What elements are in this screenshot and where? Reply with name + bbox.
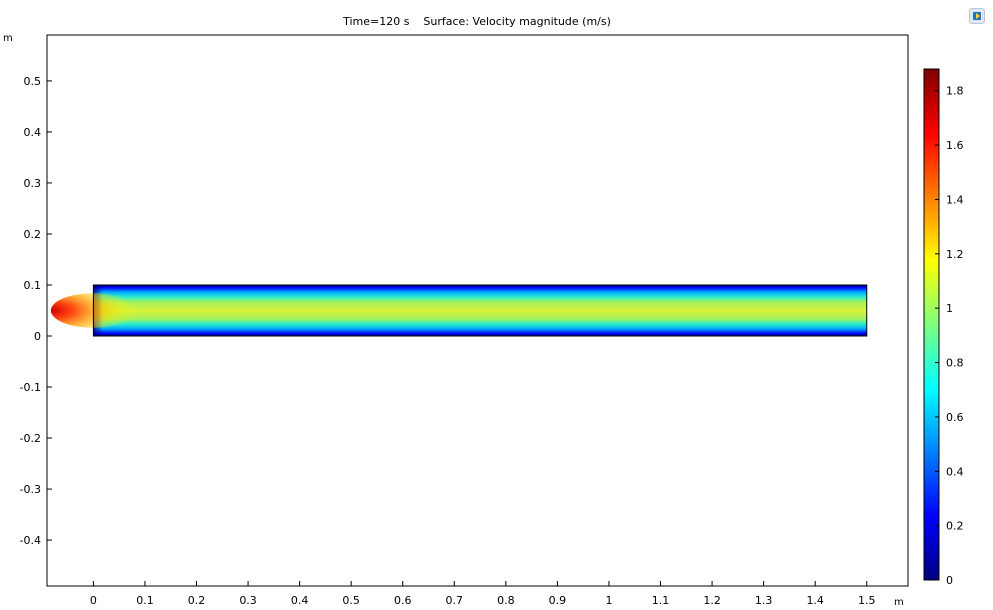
- x-tick-label: 0.8: [497, 594, 515, 607]
- x-tick-label: 1.1: [652, 594, 670, 607]
- y-tick-label: -0.3: [20, 483, 41, 496]
- x-tick-label: 0.5: [342, 594, 360, 607]
- domain-outline: [92, 284, 868, 337]
- x-axis-unit: m: [894, 597, 904, 608]
- x-tick-label: 1.5: [858, 594, 876, 607]
- chart-title: Time=120 s Surface: Velocity magnitude (…: [342, 15, 611, 28]
- x-tick-label: 1.4: [806, 594, 824, 607]
- x-tick-label: 0.4: [291, 594, 309, 607]
- velocity-field: [50, 284, 868, 337]
- y-tick-label: 0.5: [24, 75, 42, 88]
- colorbar-tick-label: 0: [946, 574, 953, 587]
- export-image-icon[interactable]: [969, 8, 985, 24]
- y-axis: 0.5 0.4 0.3 0.2 0.1 0 -0.1 -0.2 -0.3 -0.4: [20, 75, 52, 547]
- x-tick-label: 1.2: [703, 594, 721, 607]
- y-tick-label: -0.2: [20, 432, 41, 445]
- y-tick-label: 0.4: [24, 126, 42, 139]
- plot-frame: [46, 34, 909, 587]
- colorbar-tick-label: 1.8: [946, 85, 964, 98]
- y-tick-label: -0.1: [20, 381, 41, 394]
- x-tick-label: 0.1: [136, 594, 154, 607]
- colorbar-tick-label: 0.2: [946, 520, 964, 533]
- colorbar-tick-label: 1.6: [946, 139, 964, 152]
- y-tick-label: 0: [34, 330, 41, 343]
- x-tick-label: 0.6: [394, 594, 412, 607]
- y-tick-label: -0.4: [20, 534, 41, 547]
- x-tick-label: 0: [90, 594, 97, 607]
- colorbar-tick-label: 1: [946, 302, 953, 315]
- y-axis-unit: m: [3, 33, 13, 44]
- x-tick-label: 1.3: [755, 594, 773, 607]
- colorbar: 1.8 1.6 1.4 1.2 1 0.8 0.6 0.4 0.2 0: [923, 68, 964, 587]
- y-tick-label: 0.3: [24, 177, 42, 190]
- colorbar-ticks: 1.8 1.6 1.4 1.2 1 0.8 0.6 0.4 0.2 0: [935, 85, 964, 587]
- colorbar-tick-label: 0.8: [946, 357, 964, 370]
- x-tick-label: 1: [605, 594, 612, 607]
- colorbar-gradient: [923, 68, 940, 581]
- x-tick-label: 0.7: [446, 594, 464, 607]
- export-image-icon-arrow: [976, 13, 980, 19]
- x-axis: 0 0.1 0.2 0.3 0.4 0.5 0.6 0.7 0.8 0.9 1 1.1 1.2 1.3 1.…: [90, 581, 876, 607]
- colorbar-tick-label: 1.4: [946, 193, 964, 206]
- x-tick-label: 0.2: [188, 594, 206, 607]
- field-surface: [93, 284, 867, 337]
- y-tick-label: 0.2: [24, 228, 42, 241]
- x-tick-label: 0.3: [239, 594, 257, 607]
- colorbar-tick-label: 0.4: [946, 465, 964, 478]
- colorbar-tick-label: 0.6: [946, 411, 964, 424]
- colorbar-tick-label: 1.2: [946, 248, 964, 261]
- x-tick-label: 0.9: [549, 594, 567, 607]
- y-tick-label: 0.1: [24, 279, 42, 292]
